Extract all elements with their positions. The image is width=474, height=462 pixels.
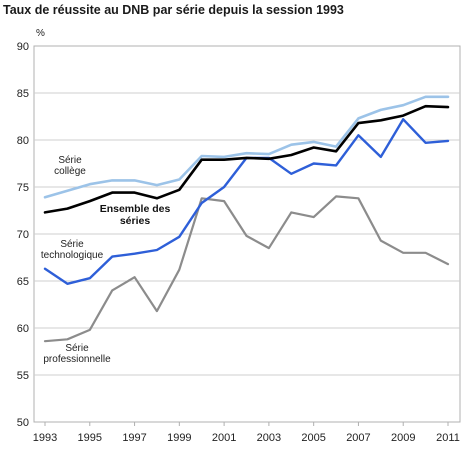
x-tick-label: 2005 (301, 432, 325, 444)
y-tick-label: 85 (17, 88, 29, 100)
x-tick-label: 1999 (167, 432, 191, 444)
chart-title: Taux de réussite au DNB par série depuis… (3, 3, 344, 17)
x-tick-label: 2007 (346, 432, 370, 444)
x-axis-ticks: 1993 1995 1997 1999 2001 2003 2005 2007 2009 2011 (33, 422, 460, 444)
y-tick-label: 70 (17, 229, 29, 241)
y-tick-label: 90 (17, 41, 29, 53)
x-tick-label: 1997 (122, 432, 146, 444)
y-tick-label: 60 (17, 323, 29, 335)
x-tick-label: 2003 (257, 432, 281, 444)
grid (34, 92, 460, 376)
series-label-2: Série (60, 239, 84, 250)
series-line-1 (43, 104, 450, 214)
series-label-3: Série (65, 343, 89, 354)
y-tick-label: 50 (17, 417, 29, 429)
x-tick-label: 2001 (212, 432, 236, 444)
x-tick-label: 2009 (391, 432, 415, 444)
x-tick-label: 2011 (436, 432, 460, 444)
series-line-0 (43, 95, 450, 199)
series-line-3 (43, 195, 450, 343)
y-tick-label: 75 (17, 182, 29, 194)
series-label-2: technologique (41, 250, 104, 261)
series-label-1: séries (120, 215, 151, 227)
series-label-3: professionnelle (43, 354, 111, 365)
y-tick-label: 80 (17, 135, 29, 147)
y-axis-ticks: 50 55 60 65 70 75 80 85 90 (17, 41, 29, 429)
y-tick-label: 65 (17, 276, 29, 288)
series-lines (43, 95, 450, 343)
y-axis-unit: % (36, 28, 45, 39)
series-label-1: Ensemble des (100, 203, 171, 215)
x-tick-label: 1995 (78, 432, 102, 444)
series-label-0: Série (58, 155, 82, 166)
y-tick-label: 55 (17, 370, 29, 382)
series-label-0: collège (54, 166, 86, 177)
x-tick-label: 1993 (33, 432, 57, 444)
